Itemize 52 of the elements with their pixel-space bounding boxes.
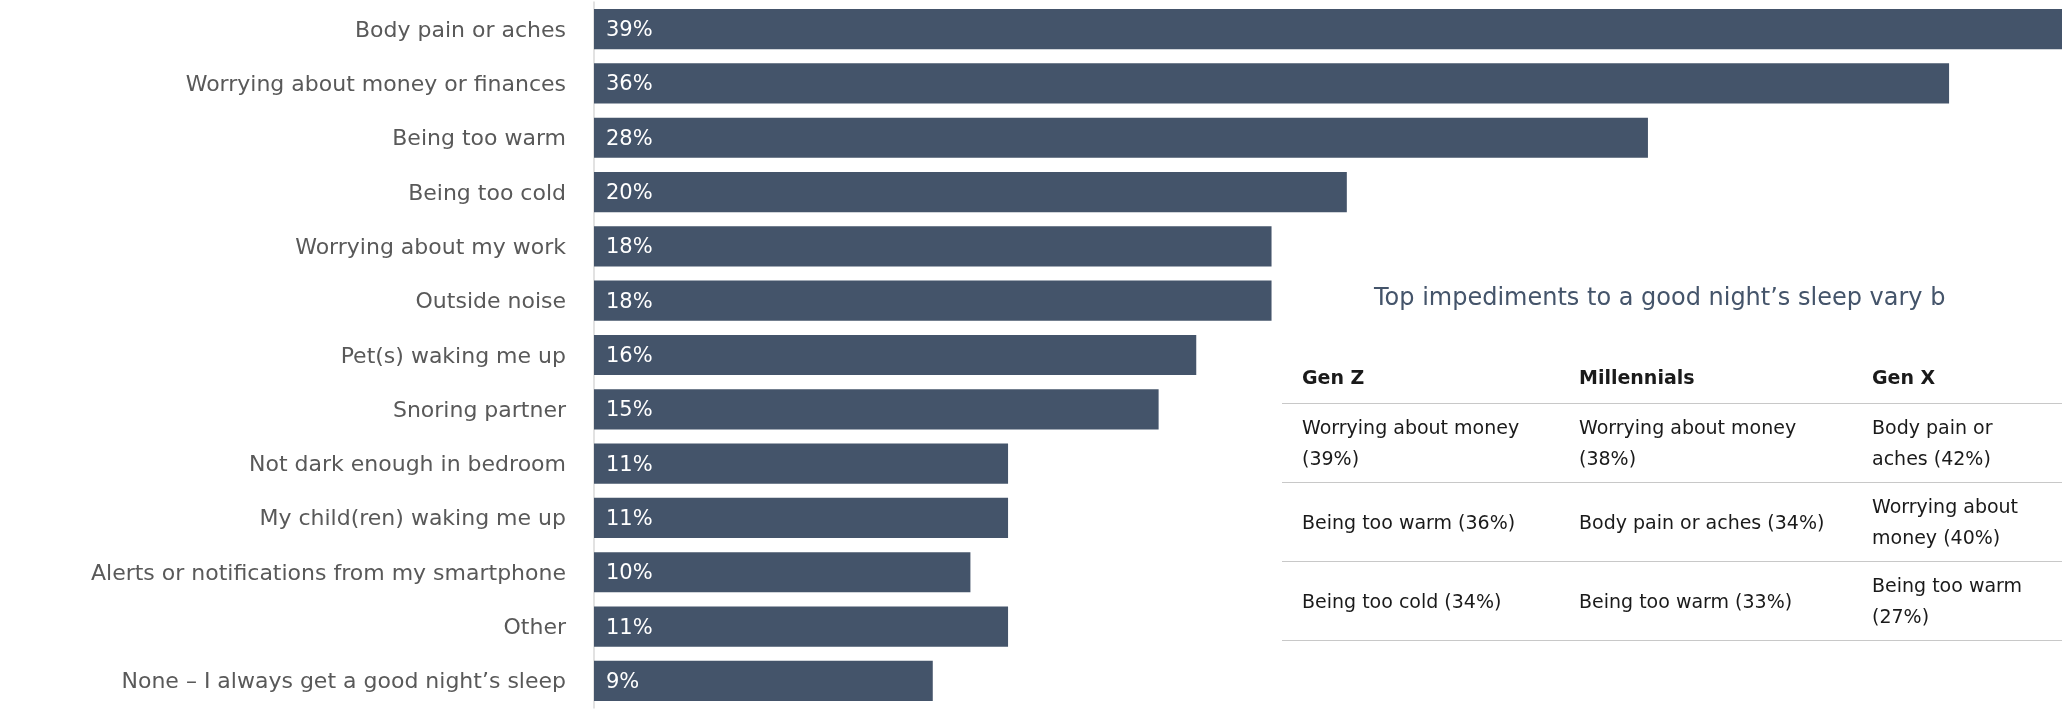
annotation: Worrying about money (40%) [1852,482,2062,562]
bar [594,552,971,593]
y-tick-label: Pet(s) waking me up [340,342,566,368]
data-label: 18% [606,288,653,313]
y-tick-label: Not dark enough in bedroom [249,451,566,477]
y-tick-label: None – I always get a good night’s sleep [121,668,566,694]
data-label: 15% [606,397,653,422]
data-label: 28% [606,125,653,150]
bar [594,63,1950,104]
bar [594,606,1009,647]
annotation: Body pain or aches (34%) [1559,482,1852,562]
bar [594,660,933,701]
bar [594,497,1009,539]
y-tick-label: My child(ren) waking me up [259,505,566,531]
data-label: 39% [606,17,653,42]
bar [594,9,2062,50]
bar [594,226,1272,267]
data-label: 11% [606,505,653,530]
data-label: 20% [606,180,653,205]
data-label: 36% [606,71,653,96]
bar [594,389,1159,430]
data-label: 11% [606,451,653,476]
category-label: Gen Z [1282,354,1559,404]
y-tick-label: Worrying about my work [295,233,567,259]
bar [594,334,1197,376]
y-tick-label: Snoring partner [392,396,567,422]
data-label: 10% [606,560,653,585]
annotation: Worrying about money (38%) [1559,403,1852,483]
annotation: Worrying about money (39%) [1282,403,1559,483]
data-label: 11% [606,614,653,639]
annotation: Being too warm (36%) [1282,482,1559,562]
bar [594,280,1272,321]
y-tick-label: Other [503,614,567,640]
text: Top impediments to a good night’s sleep vary b [1374,282,1946,312]
bar [594,443,1009,484]
bar [594,117,1648,158]
y-tick-label: Being too warm [392,125,566,151]
bar [594,171,1347,213]
annotation: Body pain or aches (42%) [1852,403,2062,483]
data-label: 16% [606,343,653,367]
y-tick-label: Being too cold [408,179,566,205]
data-label: 18% [606,234,653,259]
annotation: Being too warm (33%) [1559,561,1852,641]
category-label: Gen X [1852,354,2062,404]
y-tick-label: Alerts or notifications from my smartphone [90,559,566,585]
category-label: Millennials [1559,354,1852,404]
data-label: 9% [606,668,640,693]
annotation: Being too cold (34%) [1282,561,1559,641]
y-tick-label: Outside noise [415,288,566,314]
y-tick-label: Worrying about money or finances [185,70,566,96]
annotation: Being too warm (27%) [1852,561,2062,641]
y-tick-label: Body pain or aches [354,16,566,42]
